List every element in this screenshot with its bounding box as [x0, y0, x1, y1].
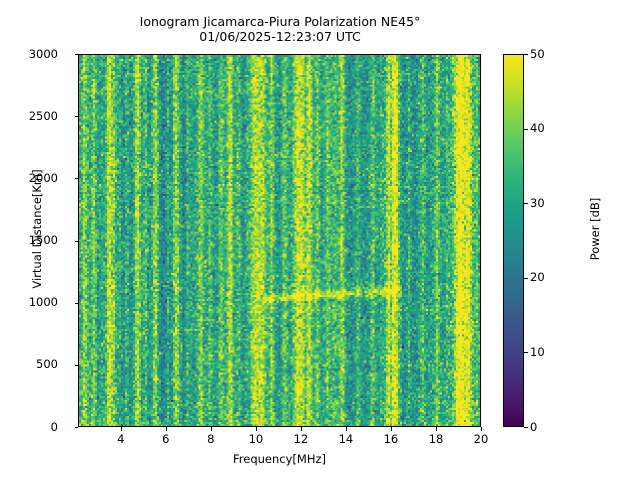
colorbar-tick-mark: [524, 128, 528, 130]
colorbar-tick-mark: [524, 54, 528, 55]
x-tick-mark: [120, 427, 122, 431]
ionogram-heatmap: [79, 55, 480, 426]
colorbar: [503, 54, 524, 427]
y-tick-label: 1500: [28, 233, 58, 247]
x-tick-label: 6: [162, 432, 170, 446]
colorbar-tick-label: 0: [530, 419, 538, 434]
x-tick-label: 16: [383, 432, 399, 446]
y-tick-label: 0: [50, 419, 58, 434]
y-axis-label: Virtual Distance[Km]: [30, 169, 44, 289]
y-tick-label: 500: [36, 357, 58, 372]
x-tick-mark: [300, 427, 302, 431]
y-tick-mark: [74, 240, 78, 242]
colorbar-tick-mark: [524, 203, 528, 205]
y-tick-mark: [74, 302, 78, 304]
x-tick-mark: [436, 427, 437, 431]
y-tick-label: 2000: [28, 170, 58, 185]
y-tick-label: 2500: [28, 108, 58, 123]
x-tick-label: 8: [207, 432, 215, 446]
colorbar-tick-mark: [524, 277, 528, 279]
y-tick-mark: [74, 178, 78, 180]
colorbar-tick-label: 10: [530, 344, 545, 359]
colorbar-tick-label: 50: [530, 46, 545, 61]
x-tick-label: 10: [248, 432, 264, 446]
x-tick-mark: [210, 427, 212, 431]
y-tick-mark: [74, 364, 78, 366]
x-tick-label: 20: [473, 432, 489, 446]
x-axis-label: Frequency[MHz]: [233, 452, 326, 466]
colorbar-gradient: [504, 55, 523, 426]
colorbar-tick-label: 20: [530, 270, 545, 285]
colorbar-tick-mark: [524, 352, 528, 354]
colorbar-tick-mark: [524, 427, 528, 428]
y-tick-label: 3000: [28, 46, 58, 61]
y-tick-mark: [74, 116, 78, 118]
x-tick-mark: [481, 427, 482, 431]
page-title: Ionogram Jicamarca-Piura Polarization NE…: [139, 14, 421, 44]
x-tick-mark: [345, 427, 347, 431]
y-tick-mark: [74, 427, 78, 428]
x-tick-label: 14: [338, 432, 354, 446]
heatmap-plot-area: [78, 54, 481, 427]
x-tick-label: 18: [428, 432, 444, 446]
colorbar-label: Power [dB]: [588, 197, 602, 261]
x-tick-mark: [165, 427, 167, 431]
colorbar-tick-label: 40: [530, 121, 545, 136]
colorbar-tick-label: 30: [530, 195, 545, 210]
x-tick-mark: [255, 427, 257, 431]
x-tick-label: 4: [117, 432, 125, 446]
x-tick-mark: [390, 427, 392, 431]
y-tick-label: 1000: [28, 295, 58, 310]
y-tick-mark: [74, 54, 78, 55]
x-tick-label: 12: [293, 432, 309, 446]
